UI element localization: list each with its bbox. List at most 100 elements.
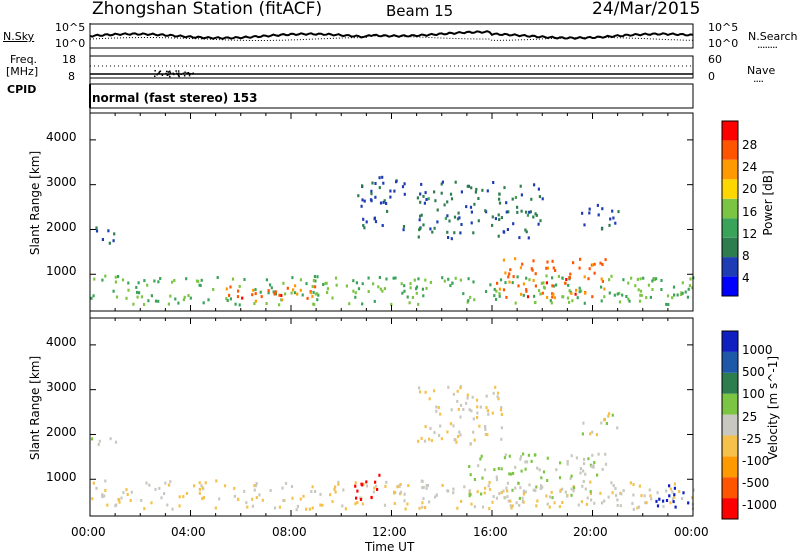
velocity-range-cell bbox=[633, 508, 635, 511]
power-range-cell bbox=[302, 294, 304, 297]
power-range-cell bbox=[515, 302, 517, 305]
power-range-cell bbox=[538, 223, 540, 226]
power-range-cell bbox=[617, 210, 619, 213]
velocity-range-cell bbox=[258, 493, 260, 496]
velocity-range-cell bbox=[539, 468, 541, 471]
velocity-range-cell bbox=[493, 495, 495, 498]
velocity-range-cell bbox=[602, 468, 604, 471]
power-range-cell bbox=[671, 296, 673, 299]
velocity-range-cell bbox=[345, 507, 347, 510]
velocity-range-cell bbox=[589, 481, 591, 484]
power-range-cell bbox=[601, 299, 603, 302]
velocity-range-cell bbox=[399, 485, 401, 488]
power-range-cell bbox=[523, 294, 525, 297]
power-range-cell bbox=[336, 284, 338, 287]
power-range-cell bbox=[374, 300, 376, 303]
velocity-range-cell bbox=[403, 499, 405, 502]
velocity-range-cell bbox=[583, 458, 585, 461]
power-range-cell bbox=[558, 275, 560, 278]
power-range-cell bbox=[501, 216, 503, 219]
power-range-cell bbox=[455, 277, 457, 280]
velocity-range-cell bbox=[302, 495, 304, 498]
power-range-cell bbox=[507, 228, 509, 231]
power-range-cell bbox=[300, 278, 302, 281]
velocity-range-cell bbox=[446, 489, 448, 492]
velocity-range-cell bbox=[457, 390, 459, 393]
power-range-cell bbox=[584, 292, 586, 295]
power-range-cell bbox=[430, 281, 432, 284]
power-range-cell bbox=[521, 210, 523, 213]
power-range-cell bbox=[496, 282, 498, 285]
power-range-cell bbox=[504, 281, 506, 284]
power-range-cell bbox=[394, 277, 396, 280]
velocity-range-cell bbox=[586, 503, 588, 506]
velocity-range-cell bbox=[662, 505, 664, 508]
velocity-range-cell bbox=[243, 490, 245, 493]
power-range-cell bbox=[422, 294, 424, 297]
power-range-cell bbox=[368, 277, 370, 280]
power-range-cell bbox=[416, 292, 418, 295]
power-range-cell bbox=[382, 182, 384, 185]
power-range-cell bbox=[386, 210, 388, 213]
power-range-cell bbox=[237, 295, 239, 298]
velocity-range-cell bbox=[168, 484, 170, 487]
power-range-cell bbox=[528, 278, 530, 281]
velocity-range-cell bbox=[296, 508, 298, 511]
velocity-range-cell bbox=[130, 499, 132, 502]
velocity-range-cell bbox=[321, 504, 323, 507]
power-range-cell bbox=[255, 292, 257, 295]
velocity-range-cell bbox=[487, 409, 489, 412]
power-range-cell bbox=[533, 295, 535, 298]
velocity-range-cell bbox=[681, 497, 683, 500]
power-range-cell bbox=[377, 285, 379, 288]
power-range-cell bbox=[518, 236, 520, 239]
power-range-cell bbox=[509, 268, 511, 271]
power-range-cell bbox=[431, 231, 433, 234]
power-range-cell bbox=[185, 277, 187, 280]
power-range-cell bbox=[421, 214, 423, 217]
power-range-cell bbox=[136, 291, 138, 294]
power-range-cell bbox=[291, 292, 293, 295]
velocity-range-cell bbox=[505, 487, 507, 490]
velocity-range-cell bbox=[224, 484, 226, 487]
velocity-range-cell bbox=[469, 493, 471, 496]
velocity-range-cell bbox=[639, 485, 641, 488]
velocity-range-cell bbox=[428, 500, 430, 503]
velocity-range-cell bbox=[160, 496, 162, 499]
velocity-range-cell bbox=[484, 425, 486, 428]
power-range-cell bbox=[113, 232, 115, 235]
velocity-range-cell bbox=[500, 438, 502, 441]
power-range-cell bbox=[363, 226, 365, 229]
velocity-range-cell bbox=[422, 497, 424, 500]
power-range-cell bbox=[505, 296, 507, 299]
power-range-cell bbox=[239, 285, 241, 288]
velocity-range-cell bbox=[559, 461, 561, 464]
velocity-range-cell bbox=[366, 484, 368, 487]
power-range-cell bbox=[584, 302, 586, 305]
velocity-range-cell bbox=[362, 502, 364, 505]
velocity-range-cell bbox=[421, 480, 423, 483]
power-range-cell bbox=[251, 293, 253, 296]
power-range-cell bbox=[419, 201, 421, 204]
velocity-range-cell bbox=[125, 488, 127, 491]
velocity-range-cell bbox=[501, 413, 503, 416]
power-range-cell bbox=[516, 211, 518, 214]
power-range-cell bbox=[96, 230, 98, 233]
power-range-cell bbox=[516, 206, 518, 209]
power-range-cell bbox=[168, 303, 170, 306]
velocity-range-cell bbox=[110, 437, 112, 440]
velocity-range-cell bbox=[451, 408, 453, 411]
velocity-range-cell bbox=[418, 386, 420, 389]
power-range-cell bbox=[307, 297, 309, 300]
velocity-range-cell bbox=[460, 404, 462, 407]
power-range-cell bbox=[640, 290, 642, 293]
velocity-range-cell bbox=[498, 492, 500, 495]
power-range-cell bbox=[543, 286, 545, 289]
velocity-range-cell bbox=[649, 488, 651, 491]
power-range-cell bbox=[503, 186, 505, 189]
power-range-cell bbox=[565, 278, 567, 281]
power-range-cell bbox=[517, 275, 519, 278]
velocity-range-cell bbox=[429, 397, 431, 400]
velocity-range-cell bbox=[555, 468, 557, 471]
power-range-cell bbox=[113, 290, 115, 293]
